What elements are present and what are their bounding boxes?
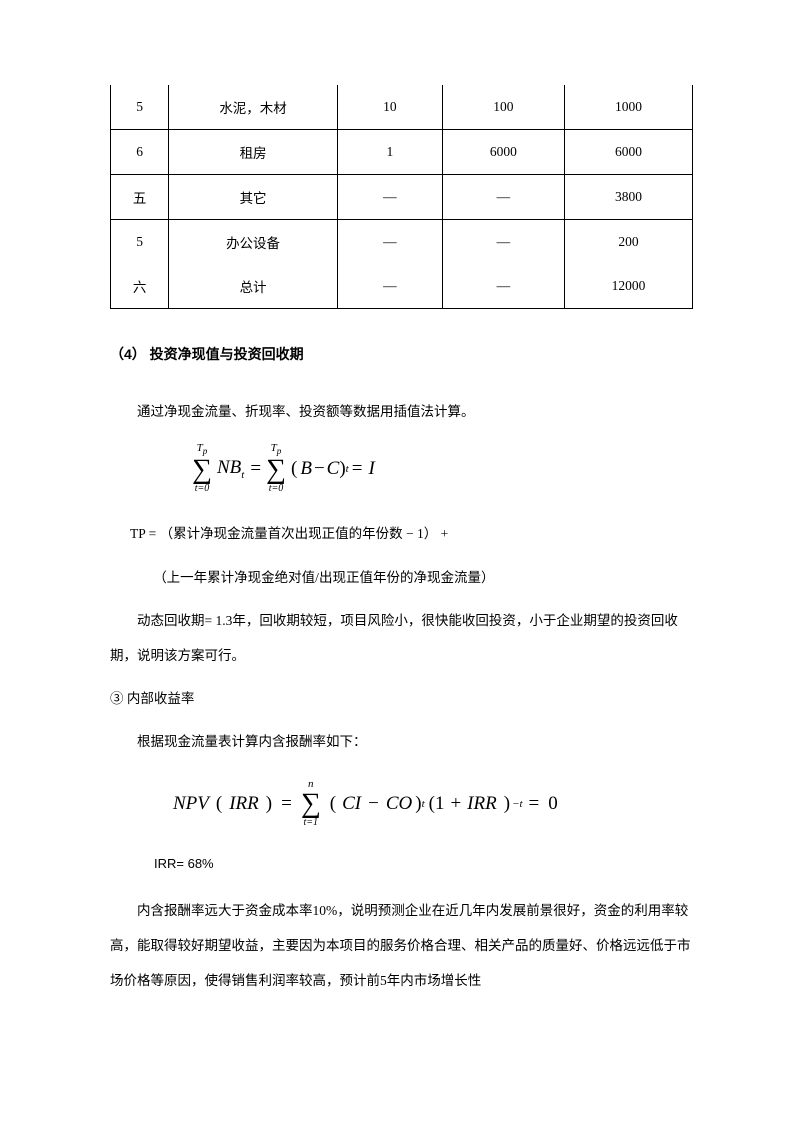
table-cell: 100	[442, 85, 564, 130]
table-cell: 1	[337, 130, 442, 175]
table-cell: 3800	[564, 175, 692, 220]
table-cell: 五	[111, 175, 169, 220]
table-cell: —	[442, 264, 564, 309]
dynamic-payback-paragraph: 动态回收期= 1.3年，回收期较短，项目风险小，很快能收回投资，小于企业期望的投…	[110, 603, 693, 673]
table-cell: 6	[111, 130, 169, 175]
table-cell: 6000	[442, 130, 564, 175]
table-cell: 5	[111, 85, 169, 130]
table-cell: 办公设备	[169, 220, 338, 265]
table-row: 6租房160006000	[111, 130, 693, 175]
table-cell: 六	[111, 264, 169, 309]
table-cell: —	[337, 175, 442, 220]
table-cell: 6000	[564, 130, 692, 175]
formula-npv-irr: NPV (IRR) = n ∑ t=1 (CI − CO)t (1+IRR)−t…	[170, 779, 693, 828]
formula-payback: Tp ∑ t=0 NBt = Tp ∑ t=0 (B−C)t = I	[190, 443, 693, 494]
table-cell: —	[337, 220, 442, 265]
tp-line-2: （上一年累计净现金绝对值/出现正值年份的净现金流量）	[110, 560, 693, 595]
sigma-1: Tp ∑ t=0	[192, 443, 212, 494]
tp-line-1: TP = （累计净现金流量首次出现正值的年份数 − 1） +	[130, 516, 693, 551]
document-page: 5水泥，木材1010010006租房160006000五其它——38005办公设…	[0, 0, 793, 1122]
table-cell: 200	[564, 220, 692, 265]
irr-value: IRR= 68%	[154, 856, 693, 871]
table-cell: 1000	[564, 85, 692, 130]
table-cell: —	[337, 264, 442, 309]
section-heading-4: （4） 投资净现值与投资回收期	[110, 344, 693, 364]
table-cell: 10	[337, 85, 442, 130]
table-cell: 5	[111, 220, 169, 265]
investment-table: 5水泥，木材1010010006租房160006000五其它——38005办公设…	[110, 85, 693, 309]
table-row: 五其它——3800	[111, 175, 693, 220]
table-cell: 其它	[169, 175, 338, 220]
table-cell: —	[442, 175, 564, 220]
table-row: 六总计——12000	[111, 264, 693, 309]
table-row: 5水泥，木材101001000	[111, 85, 693, 130]
table-cell: 12000	[564, 264, 692, 309]
term-nb: NBt	[217, 457, 244, 481]
table-cell: 水泥，木材	[169, 85, 338, 130]
point3-title: ③ 内部收益率	[110, 681, 693, 716]
intro-paragraph: 通过净现金流量、折现率、投资额等数据用插值法计算。	[110, 394, 693, 429]
point3-intro: 根据现金流量表计算内含报酬率如下：	[110, 724, 693, 759]
sigma-2: Tp ∑ t=0	[266, 443, 286, 494]
conclusion-paragraph: 内含报酬率远大于资金成本率10%，说明预测企业在近几年内发展前景很好，资金的利用…	[110, 893, 693, 998]
table-row: 5办公设备——200	[111, 220, 693, 265]
table-cell: —	[442, 220, 564, 265]
table-cell: 总计	[169, 264, 338, 309]
sigma-npv: n ∑ t=1	[301, 779, 321, 828]
table-cell: 租房	[169, 130, 338, 175]
term-i: I	[368, 458, 374, 480]
